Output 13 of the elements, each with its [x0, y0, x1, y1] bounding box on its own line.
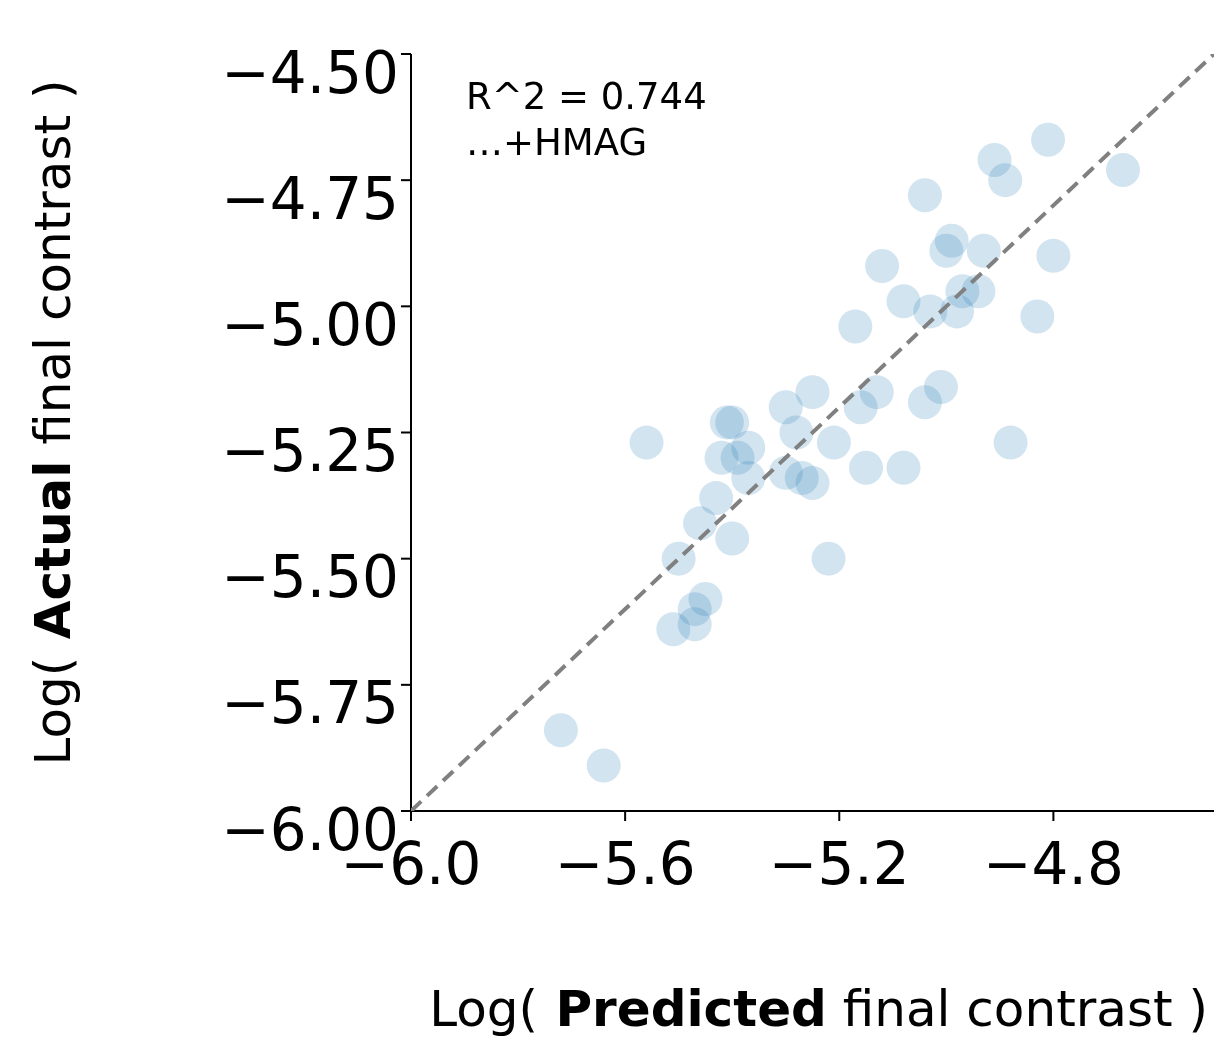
y-tick-label: −5.50: [221, 543, 399, 612]
y-tick-label: −5.25: [221, 417, 399, 486]
y-tick-label: −5.75: [221, 669, 399, 738]
y-tick-label: −4.75: [221, 164, 399, 233]
y-tick-label: −4.50: [221, 38, 399, 107]
y-axis-title: Log( Actual final contrast ): [24, 79, 82, 766]
x-tick-label: −5.2: [768, 830, 910, 899]
x-tick-label: −4.8: [982, 830, 1124, 899]
annotation: …+HMAG: [466, 120, 649, 166]
annotation: R^2 = 0.744: [466, 74, 707, 120]
x-axis-title: Log( Predicted final contrast ): [429, 980, 1208, 1038]
y-tick-label: −5.00: [221, 290, 399, 359]
x-tick-label: −5.6: [554, 830, 696, 899]
